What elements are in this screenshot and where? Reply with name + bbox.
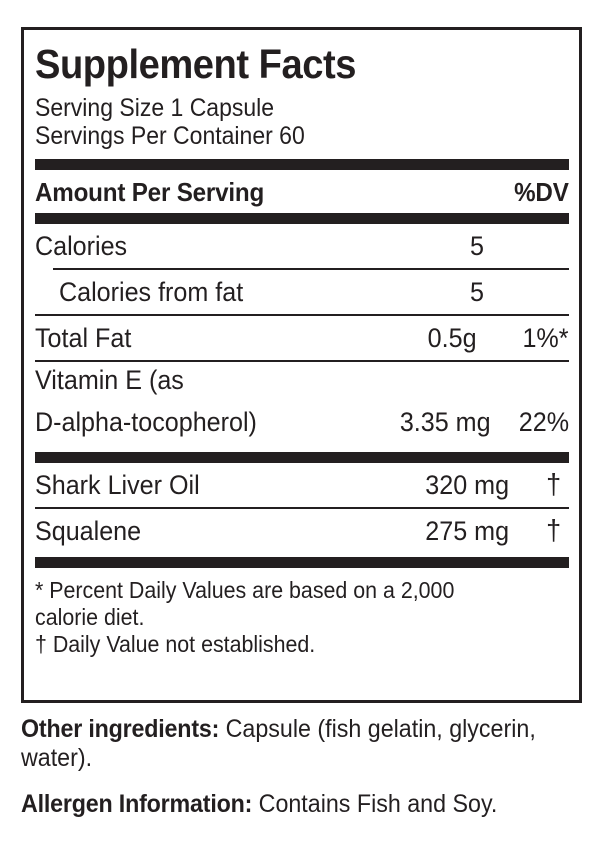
footnote-percent-dv: * Percent Daily Values are based on a 2,… [35, 577, 455, 630]
table-row-vitamin-e: Vitamin E (as D-alpha-tocopherol) 3.35 m… [35, 362, 569, 448]
amount-per-serving-header: Amount Per Serving [35, 177, 265, 207]
nutrient-name: Squalene [35, 516, 142, 546]
nutrient-amount: 275 mg [425, 516, 509, 546]
footnotes: * Percent Daily Values are based on a 2,… [35, 577, 553, 658]
table-row-squalene: Squalene 275 mg † [35, 509, 569, 553]
nutrient-dv: 22% [518, 407, 569, 437]
other-ingredients-label: Other ingredients: [21, 715, 220, 743]
supplement-facts-panel: Supplement Facts Serving Size 1 Capsule … [21, 27, 582, 703]
nutrient-name-cont: D-alpha-tocopherol) [35, 407, 257, 437]
nutrient-name: Calories [35, 231, 128, 261]
rule-thin-calories-from-fat [35, 314, 569, 316]
table-header-row: Amount Per Serving %DV [35, 170, 569, 213]
nutrient-amount: 320 mg [425, 470, 509, 500]
rule-thin-calories [53, 268, 569, 270]
rule-thin-shark-liver-oil [35, 507, 569, 509]
nutrient-amount: 0.5g [428, 323, 477, 353]
other-ingredients-text: Capsule (fish gelatin, glycerin, water). [21, 715, 536, 772]
serving-size: Serving Size 1 Capsule [35, 94, 275, 122]
rule-thick-top [35, 159, 569, 170]
nutrient-name: Vitamin E (as [35, 365, 184, 395]
rule-thick-footnotes [35, 557, 569, 568]
nutrient-name: Total Fat [35, 323, 132, 353]
allergen-label: Allergen Information: [21, 790, 253, 818]
nutrient-dv-dagger: † [545, 515, 561, 547]
nutrient-name: Calories from fat [59, 277, 244, 307]
rule-thick-header [35, 213, 569, 224]
allergen-block: Allergen Information: Contains Fish and … [21, 790, 544, 819]
nutrient-name: Shark Liver Oil [35, 470, 200, 500]
rule-thin-total-fat [35, 360, 569, 362]
table-row-total-fat: Total Fat 0.5g 1%* [35, 316, 569, 360]
nutrient-amount: 5 [470, 277, 484, 307]
panel-title: Supplement Facts [35, 41, 356, 87]
dv-header: %DV [514, 177, 569, 207]
table-row-shark-liver-oil: Shark Liver Oil 320 mg † [35, 463, 569, 507]
table-row-calories: Calories 5 [35, 224, 569, 268]
rule-thick-proprietary [35, 452, 569, 463]
panel-inner: Supplement Facts Serving Size 1 Capsule … [35, 30, 569, 658]
servings-per-container: Servings Per Container 60 [35, 122, 305, 150]
table-row-calories-from-fat: Calories from fat 5 [35, 270, 569, 314]
allergen-text: Contains Fish and Soy. [252, 790, 498, 818]
nutrient-dv: 1%* [522, 323, 569, 353]
footnote-dagger: † Daily Value not established. [35, 631, 316, 657]
below-panel-text: Other ingredients: Capsule (fish gelatin… [21, 715, 583, 819]
nutrient-dv-dagger: † [545, 469, 561, 501]
other-ingredients-block: Other ingredients: Capsule (fish gelatin… [21, 715, 544, 773]
nutrient-amount: 3.35 mg [400, 407, 491, 437]
nutrient-amount: 5 [470, 231, 484, 261]
